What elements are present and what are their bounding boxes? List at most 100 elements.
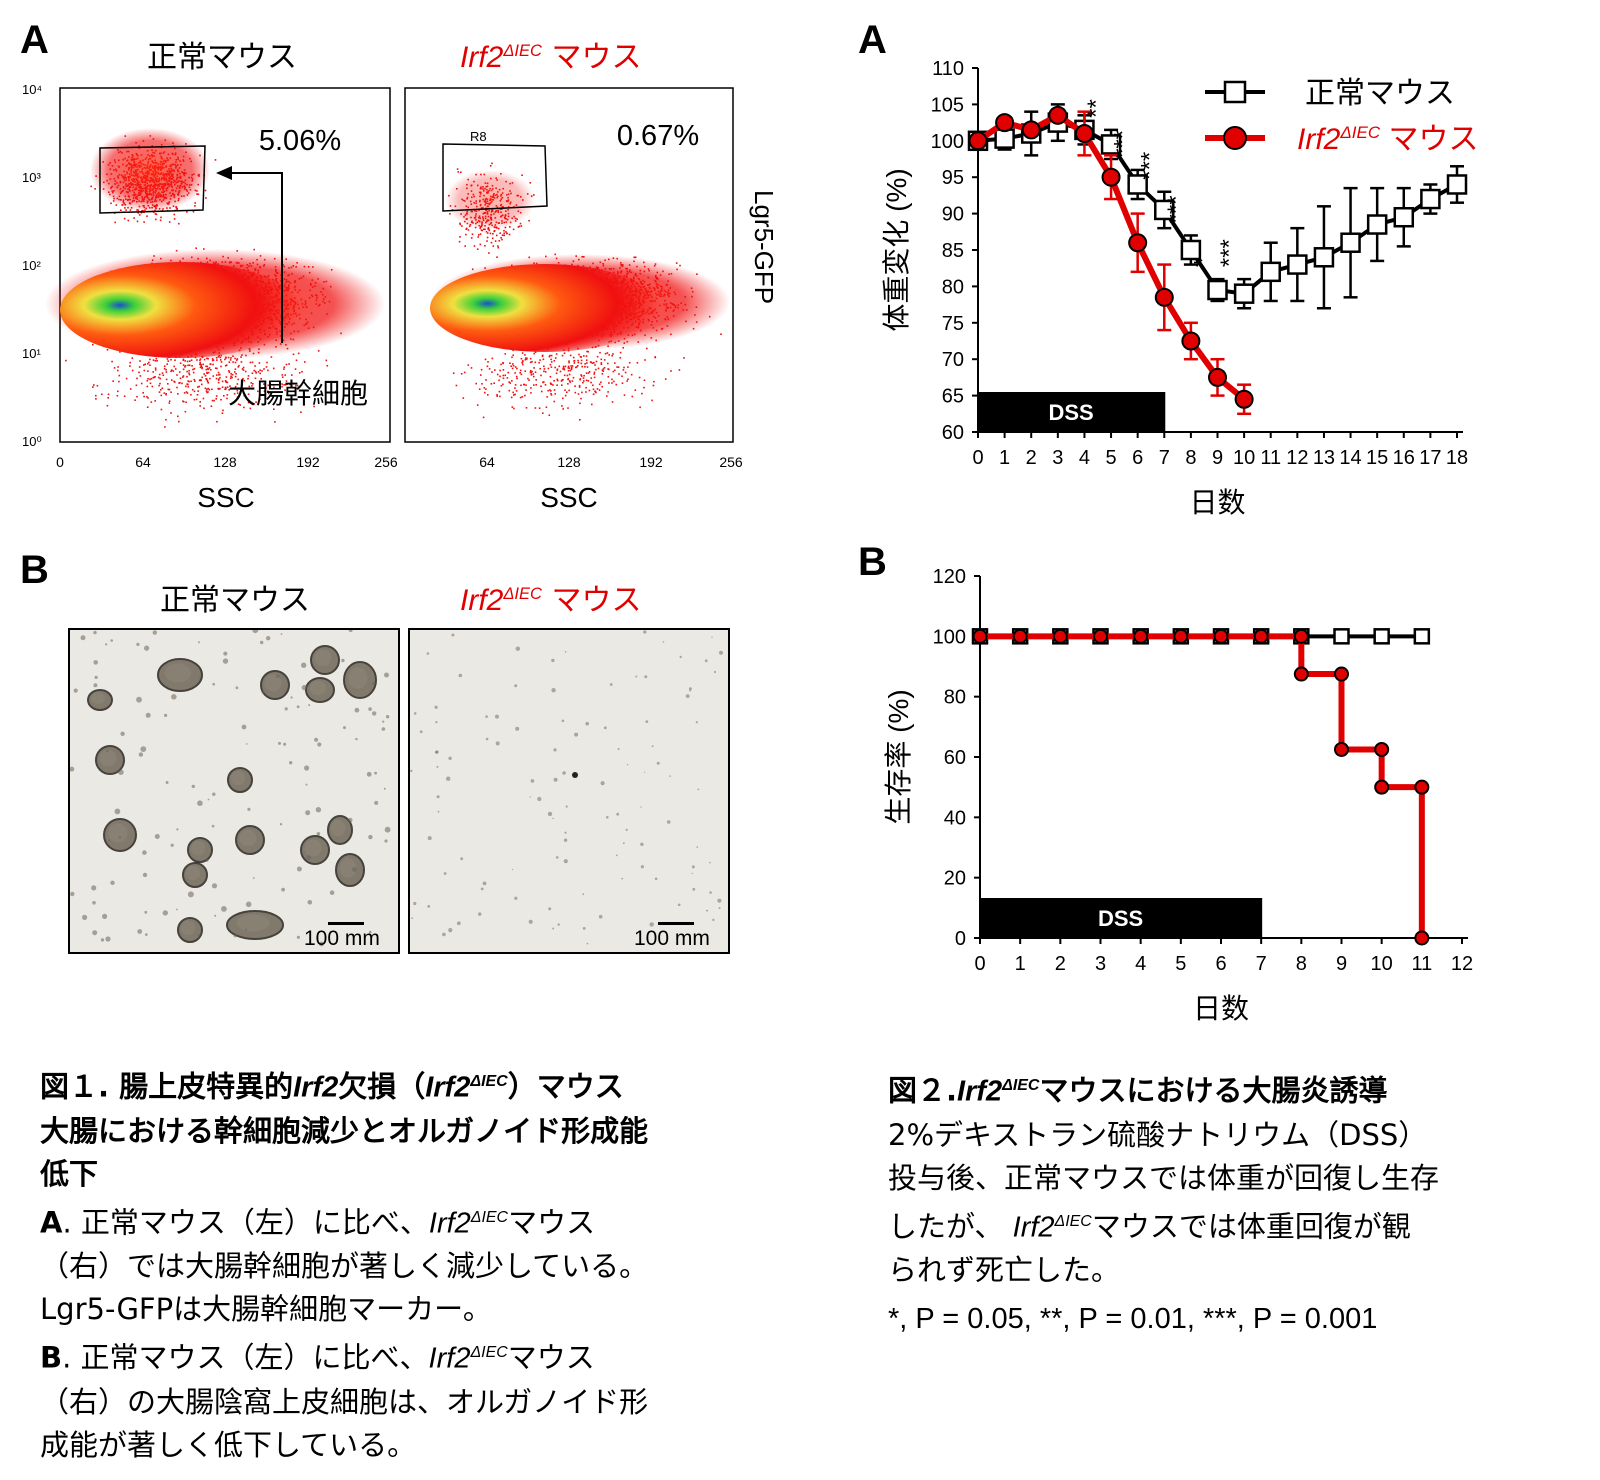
x-tick-label: 5 [1105,447,1116,469]
x-tick-label: 0 [974,953,985,975]
fig2-panel-a-label: A [858,18,887,62]
fig1-caption: 図１. 腸上皮特異的Irf2欠損（Irf2ΔIEC）マウス 大腸における幹細胞減… [40,1060,780,1467]
series-line [980,633,1425,938]
data-point [1334,741,1349,757]
data-point [1181,331,1201,351]
significance-stars: *** [1163,195,1190,223]
data-point [1333,628,1350,645]
x-tick-label: 15 [1366,447,1388,469]
x-tick-label: 1 [999,447,1010,469]
flow-arrow-label: 大腸幹細胞 [228,378,368,409]
fig1-caption-a: A. 正常マウス（左）に比べ、Irf2ΔIECマウス （右）では大腸幹細胞が著し… [40,1205,649,1327]
significance-stars: *** [1136,152,1163,180]
data-point [1374,741,1390,757]
x-tick-label: 8 [1185,447,1196,469]
x-tick-label: 10 [1371,953,1393,975]
flow-right-x-tick-3: 192 [639,454,663,470]
flow-left-x-tick-4: 256 [374,454,398,470]
x-tick-label: 12 [1286,447,1308,469]
x-tick-label: 3 [1052,447,1063,469]
flow-right-x-tick-2: 128 [557,454,581,470]
x-tick-label: 12 [1451,953,1473,975]
x-tick-label: 6 [1132,447,1143,469]
x-axis-label: 日数 [1189,487,1245,518]
dss-band-label: DSS [1098,906,1143,931]
flow-ylabel: Lgr5-GFP [749,190,779,304]
data-point [1393,206,1415,228]
fig2-panel-b-label: B [858,540,887,584]
y-tick-label: 20 [944,868,966,890]
significance-stars: ** [1083,99,1110,118]
data-point [1100,134,1122,155]
scale-bar-right [658,922,694,925]
flow-y-tick-2: 10² [22,258,41,273]
significance-stars: *** [1110,130,1137,158]
flow-y-tick-3: 10³ [22,170,41,185]
data-point [1093,628,1108,644]
x-tick-label: 5 [1175,953,1186,975]
data-point [1173,628,1189,644]
x-tick-label: 7 [1256,953,1267,975]
dss-band [979,392,1166,431]
x-tick-label: 11 [1260,447,1281,469]
flow-cytometry-plots: 10⁰ 10¹ 10² 10³ 10⁴ 0 64 128 192 256 64 … [22,82,779,513]
flow-y-tick-0: 10⁰ [22,434,42,449]
fig1-caption-b: B. 正常マウス（左）に比べ、Irf2ΔIECマウス （右）の大腸陰窩上皮細胞は… [40,1340,649,1462]
organoid-left-title: 正常マウス [160,583,310,618]
data-point [1052,628,1068,644]
y-tick-label: 75 [942,313,964,335]
flow-left-x-tick-0: 0 [56,454,64,470]
data-point [1374,779,1390,795]
y-tick-label: 60 [944,747,966,769]
y-tick-label: 65 [942,386,964,408]
x-tick-label: 0 [972,447,983,469]
data-point [1074,124,1094,144]
data-point [972,628,988,644]
data-point [1128,233,1148,253]
significance-stars: * [1190,258,1217,267]
flow-y-tick-1: 10¹ [22,346,41,361]
x-tick-label: 17 [1419,447,1441,469]
fig1-panel-a-label: A [20,18,49,62]
data-point [1233,283,1255,304]
y-tick-label: 60 [942,422,964,444]
data-point [1260,261,1281,283]
data-point [968,131,988,151]
fig2-caption: 図２.Irf2ΔIECマウスにおける大腸炎誘導 2%デキストラン硫酸ナトリウム（… [888,1064,1578,1341]
y-tick-label: 95 [942,167,964,189]
organoid-right-title: Irf2ΔIEC マウス [460,583,642,618]
data-point [1414,779,1430,795]
y-tick-label: 70 [942,349,964,371]
data-point [1366,214,1388,235]
flow-right-title: Irf2ΔIEC マウス [460,40,642,75]
data-point [1420,188,1441,210]
data-point [1413,628,1431,645]
legend-label-ko: Irf2ΔIEC マウス [1297,123,1478,156]
organoid-image-normal: 100 mm [68,628,400,954]
y-axis-label: 体重変化 (%) [881,168,912,331]
fig1-caption-title: 図１. 腸上皮特異的Irf2欠損（Irf2ΔIEC）マウス 大腸における幹細胞減… [40,1069,649,1191]
significance-stars: *** [1216,239,1243,267]
data-point [1154,199,1175,221]
y-tick-label: 105 [931,94,964,116]
data-point [1180,239,1202,261]
y-tick-label: 80 [942,276,964,298]
x-tick-label: 10 [1233,447,1255,469]
x-tick-label: 16 [1393,447,1415,469]
fig2-caption-pvalues: *, P = 0.05, **, P = 0.01, ***, P = 0.00… [888,1303,1378,1336]
x-tick-label: 1 [1015,953,1026,975]
flow-left-x-tick-3: 192 [296,454,320,470]
data-point [1287,254,1308,275]
legend-marker-normal [1223,80,1247,104]
data-point [1154,287,1174,307]
flow-left-x-tick-1: 64 [135,454,151,470]
x-tick-label: 6 [1215,953,1226,975]
flow-left-xlabel: SSC [197,482,255,513]
flow-gate-label: R8 [470,129,487,144]
y-tick-label: 80 [944,687,966,709]
x-tick-label: 2 [1055,953,1066,975]
scale-label-left: 100 mm [304,927,380,950]
x-tick-label: 7 [1159,447,1170,469]
fig2-caption-body: 2%デキストラン硫酸ナトリウム（DSS） 投与後、正常マウスでは体重が回復し生存… [888,1117,1440,1288]
y-tick-label: 40 [944,807,966,829]
